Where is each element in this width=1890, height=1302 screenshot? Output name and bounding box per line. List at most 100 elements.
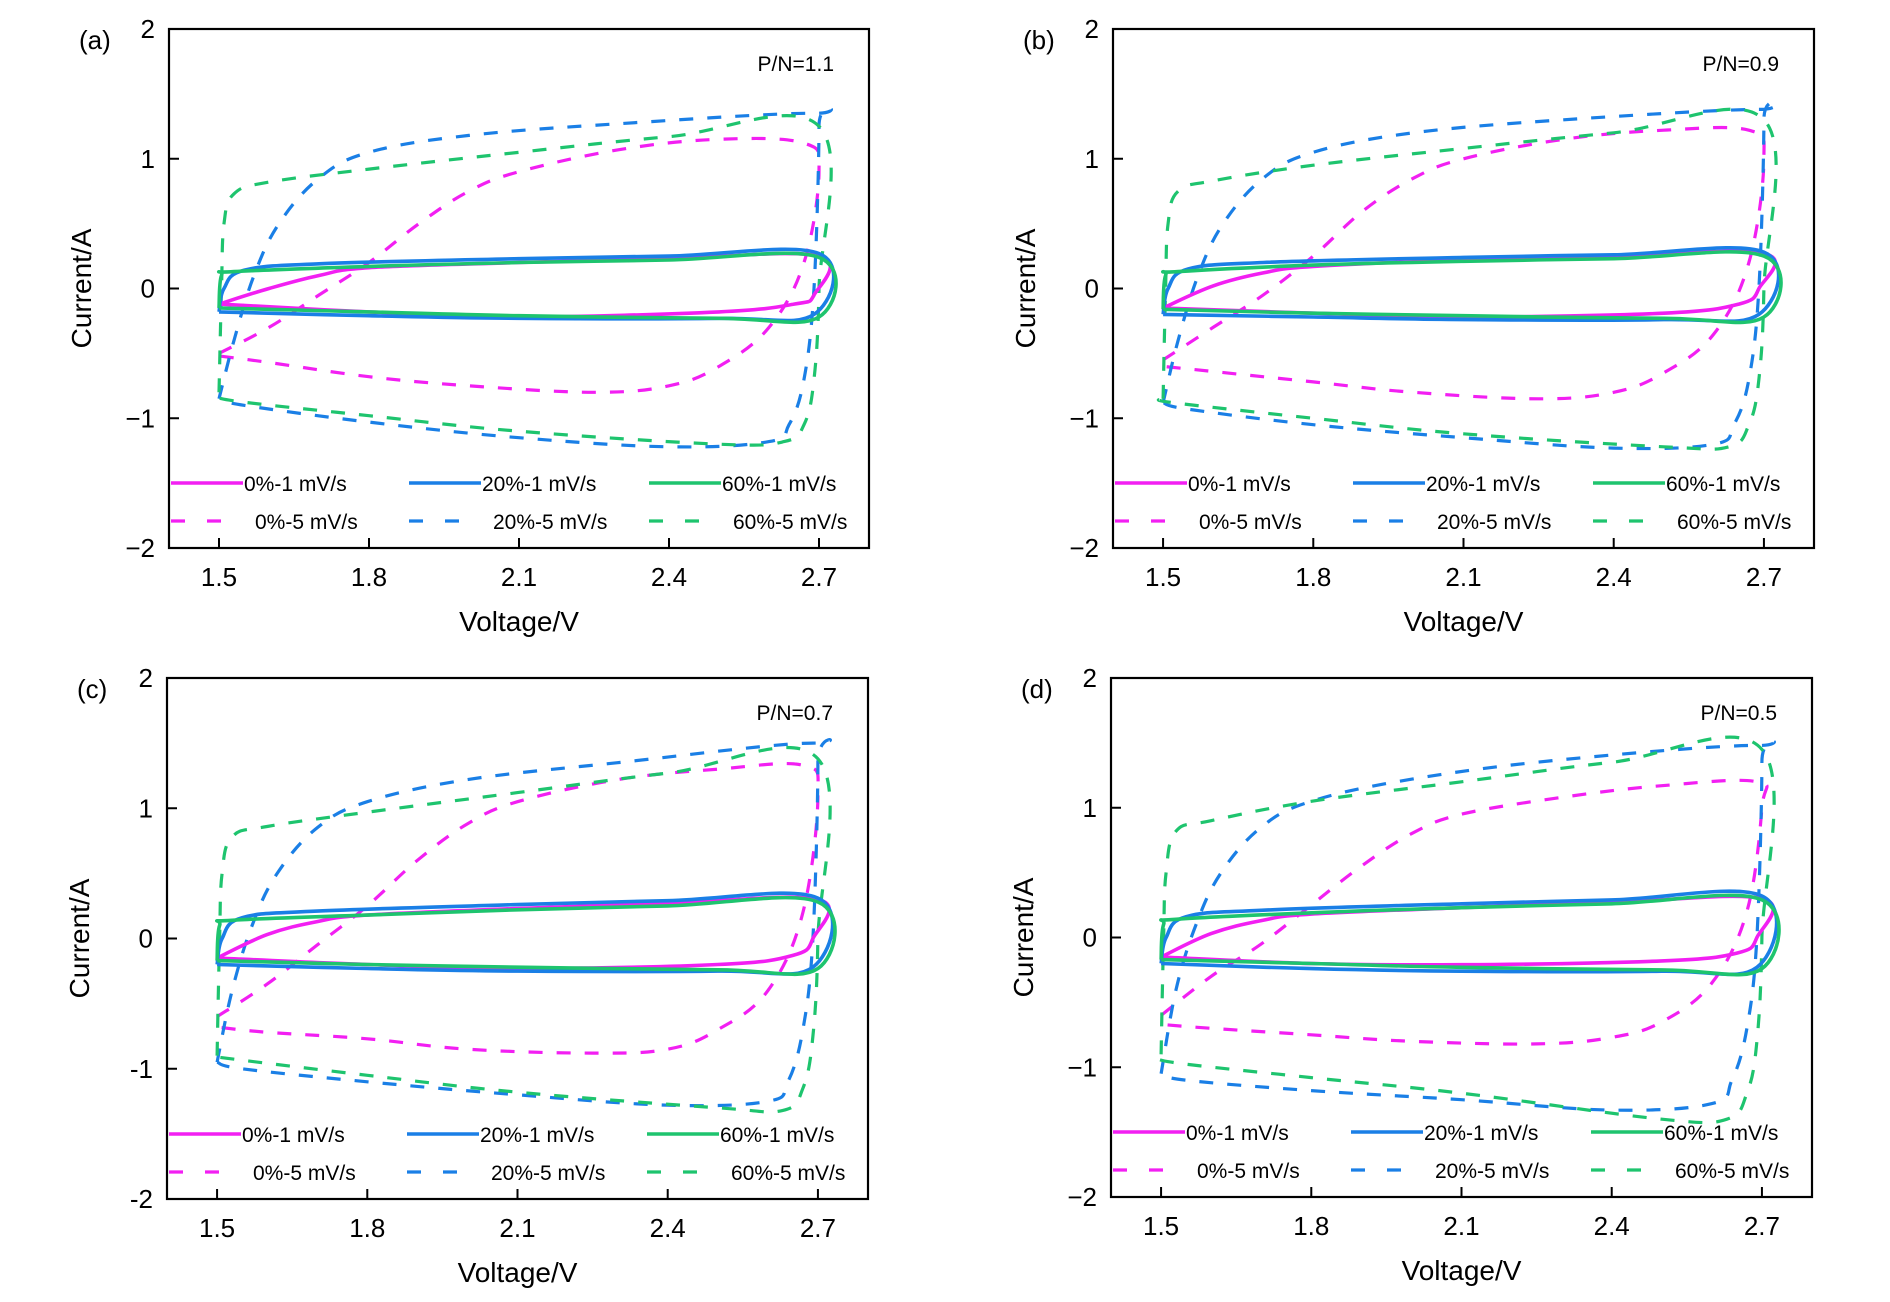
series-line-60-1-mv-s	[217, 251, 838, 325]
y-tick-label: 1	[139, 793, 153, 823]
legend-item: 20%-5 mV/s	[407, 1162, 605, 1185]
y-tick-label: -2	[130, 1184, 153, 1214]
panel-c: 1.5 1.8 2.1 2.4 2.7 2 1 0 -1 -2 Voltage/V Current/A…	[64, 663, 870, 1288]
x-tick-label: 2.7	[1744, 1211, 1780, 1241]
x-tick-label: 2.4	[651, 562, 687, 592]
series-line-60-1-mv-s	[215, 895, 837, 977]
legend-label: 20%-5 mV/s	[493, 511, 607, 534]
plot-frame	[165, 676, 870, 1201]
legend-label: 60%-1 mV/s	[1666, 473, 1780, 496]
legend-item: 0%-5 mV/s	[169, 1162, 356, 1185]
x-tick-label: 2.1	[501, 562, 537, 592]
x-axis-title: Voltage/V	[458, 1257, 578, 1288]
legend-item: 60%-1 mV/s	[647, 1124, 834, 1147]
y-tick-label: 2	[1083, 663, 1097, 693]
legend-item: 0%-1 mV/s	[1115, 473, 1291, 496]
y-tick-label: −1	[1067, 1052, 1097, 1082]
y-tick-label: −1	[1069, 403, 1099, 433]
legend-item: 20%-1 mV/s	[409, 473, 596, 496]
legend-label: 60%-5 mV/s	[1677, 511, 1791, 534]
y-tick-label: 1	[1085, 144, 1099, 174]
legend-item: 60%-1 mV/s	[1591, 1122, 1778, 1145]
x-tick-label: 2.1	[1445, 562, 1481, 592]
legend-item: 0%-1 mV/s	[169, 1124, 345, 1147]
legend-item: 20%-1 mV/s	[407, 1124, 594, 1147]
x-tick-label: 1.8	[1293, 1211, 1329, 1241]
panel-label: (b)	[1023, 25, 1055, 55]
legend-item: 60%-5 mV/s	[1593, 511, 1791, 534]
x-tick-label: 2.1	[499, 1213, 535, 1243]
legend-label: 20%-1 mV/s	[1426, 473, 1540, 496]
y-axis-title: Current/A	[1008, 877, 1039, 997]
legend-label: 20%-5 mV/s	[1435, 1160, 1549, 1183]
y-tick-label: 1	[1083, 793, 1097, 823]
panel-label: (d)	[1021, 674, 1053, 704]
y-tick-label: -1	[130, 1054, 153, 1084]
y-tick-label: 0	[139, 924, 153, 954]
x-tick-label: 2.4	[650, 1213, 686, 1243]
legend-label: 0%-1 mV/s	[242, 1124, 345, 1147]
legend-item: 0%-5 mV/s	[1113, 1160, 1300, 1183]
series-line-20-5-mv-s	[1161, 100, 1778, 451]
curves	[1156, 100, 1783, 451]
legend-item: 60%-5 mV/s	[1591, 1160, 1789, 1183]
legend-item: 20%-1 mV/s	[1351, 1122, 1538, 1145]
pn-annotation: P/N=1.1	[758, 53, 834, 76]
y-tick-label: −2	[125, 533, 155, 563]
series-line-60-1-mv-s	[1161, 250, 1783, 325]
x-tick-label: 2.7	[801, 562, 837, 592]
legend-item: 60%-1 mV/s	[649, 473, 836, 496]
plot-frame	[1109, 676, 1814, 1199]
x-tick-label: 2.1	[1443, 1211, 1479, 1241]
series-line-60-5-mv-s	[1156, 107, 1778, 451]
pn-annotation: P/N=0.9	[1703, 53, 1779, 76]
curves	[212, 106, 838, 449]
x-tick-label: 1.8	[1295, 562, 1331, 592]
series-line-60-5-mv-s	[212, 114, 833, 447]
legend-item: 20%-1 mV/s	[1353, 473, 1540, 496]
legend-label: 60%-1 mV/s	[722, 473, 836, 496]
series-line-20-5-mv-s	[215, 738, 832, 1108]
x-axis-title: Voltage/V	[459, 606, 579, 637]
legend: 0%-1 mV/s 20%-1 mV/s 60%-1 mV/s 0%-5 mV/s 20…	[1115, 473, 1791, 534]
legend-item: 20%-5 mV/s	[1353, 511, 1551, 534]
legend-label: 0%-5 mV/s	[1197, 1160, 1300, 1183]
panel-label: (c)	[77, 674, 107, 704]
legend: 0%-1 mV/s 20%-1 mV/s 60%-1 mV/s 0%-5 mV/s 20…	[1113, 1122, 1789, 1183]
series-line-20-1-mv-s	[217, 247, 836, 323]
x-tick-label: 1.8	[351, 562, 387, 592]
legend-label: 60%-1 mV/s	[1664, 1122, 1778, 1145]
legend-label: 60%-5 mV/s	[1675, 1160, 1789, 1183]
legend-item: 0%-1 mV/s	[1113, 1122, 1289, 1145]
legend-item: 20%-5 mV/s	[409, 511, 607, 534]
legend-item: 20%-5 mV/s	[1351, 1160, 1549, 1183]
y-axis-title: Current/A	[64, 878, 95, 998]
x-tick-label: 1.5	[199, 1213, 235, 1243]
y-tick-label: 1	[141, 144, 155, 174]
series-line-60-1-mv-s	[1159, 893, 1781, 977]
legend-label: 0%-5 mV/s	[253, 1162, 356, 1185]
series-line-0-5-mv-s	[216, 761, 820, 1055]
y-tick-label: 0	[141, 274, 155, 304]
x-tick-label: 1.5	[201, 562, 237, 592]
series-line-20-5-mv-s	[1159, 739, 1776, 1112]
curves	[210, 738, 837, 1114]
legend-label: 0%-1 mV/s	[244, 473, 347, 496]
y-tick-label: −2	[1067, 1182, 1097, 1212]
legend-label: 0%-1 mV/s	[1186, 1122, 1289, 1145]
series-line-0-5-mv-s	[218, 136, 821, 394]
legend-label: 20%-1 mV/s	[480, 1124, 594, 1147]
plot-frame	[1111, 27, 1816, 550]
x-tick-label: 2.4	[1594, 1211, 1630, 1241]
legend-label: 20%-1 mV/s	[1424, 1122, 1538, 1145]
y-axis-title: Current/A	[66, 228, 97, 348]
series-line-20-5-mv-s	[217, 106, 834, 449]
y-tick-label: 0	[1083, 923, 1097, 953]
y-tick-label: 2	[139, 663, 153, 693]
x-tick-label: 2.7	[1746, 562, 1782, 592]
legend-label: 0%-5 mV/s	[1199, 511, 1302, 534]
panel-label: (a)	[79, 25, 111, 55]
series-line-0-1-mv-s	[216, 895, 832, 971]
y-axis-title: Current/A	[1010, 228, 1041, 348]
